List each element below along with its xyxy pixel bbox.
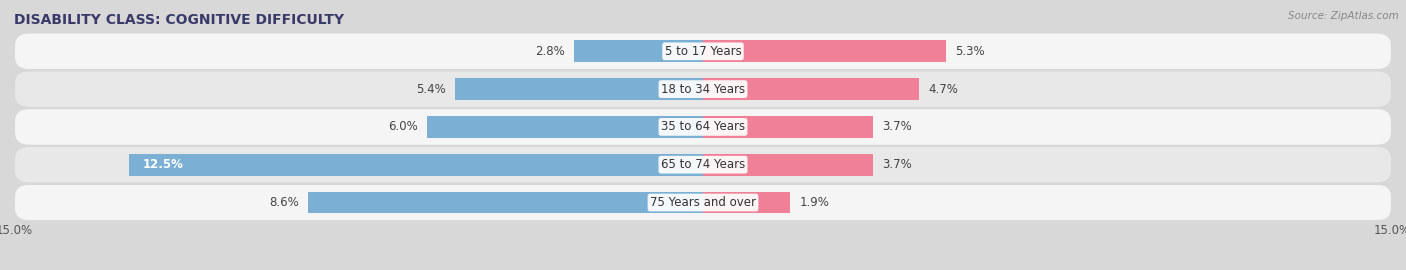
Text: 2.8%: 2.8% <box>536 45 565 58</box>
Text: 5.3%: 5.3% <box>956 45 986 58</box>
FancyBboxPatch shape <box>14 70 1392 108</box>
Bar <box>129 154 703 176</box>
Bar <box>703 116 873 138</box>
Text: 75 Years and over: 75 Years and over <box>650 196 756 209</box>
FancyBboxPatch shape <box>14 108 1392 146</box>
Text: 18 to 34 Years: 18 to 34 Years <box>661 83 745 96</box>
Text: 1.9%: 1.9% <box>800 196 830 209</box>
Text: 65 to 74 Years: 65 to 74 Years <box>661 158 745 171</box>
Text: DISABILITY CLASS: COGNITIVE DIFFICULTY: DISABILITY CLASS: COGNITIVE DIFFICULTY <box>14 13 344 27</box>
Text: 12.5%: 12.5% <box>142 158 184 171</box>
Bar <box>703 191 790 214</box>
Bar <box>703 78 920 100</box>
Text: 3.7%: 3.7% <box>882 158 912 171</box>
Text: 5 to 17 Years: 5 to 17 Years <box>665 45 741 58</box>
FancyBboxPatch shape <box>14 184 1392 221</box>
Bar <box>703 40 946 62</box>
FancyBboxPatch shape <box>14 32 1392 70</box>
Text: Source: ZipAtlas.com: Source: ZipAtlas.com <box>1288 11 1399 21</box>
Text: 4.7%: 4.7% <box>928 83 957 96</box>
Text: 3.7%: 3.7% <box>882 120 912 133</box>
Bar <box>456 78 703 100</box>
Text: 35 to 64 Years: 35 to 64 Years <box>661 120 745 133</box>
Bar <box>703 154 873 176</box>
FancyBboxPatch shape <box>14 146 1392 184</box>
Text: 5.4%: 5.4% <box>416 83 446 96</box>
Bar <box>427 116 703 138</box>
Bar <box>575 40 703 62</box>
Text: 6.0%: 6.0% <box>388 120 418 133</box>
Text: 8.6%: 8.6% <box>269 196 299 209</box>
Bar <box>308 191 703 214</box>
